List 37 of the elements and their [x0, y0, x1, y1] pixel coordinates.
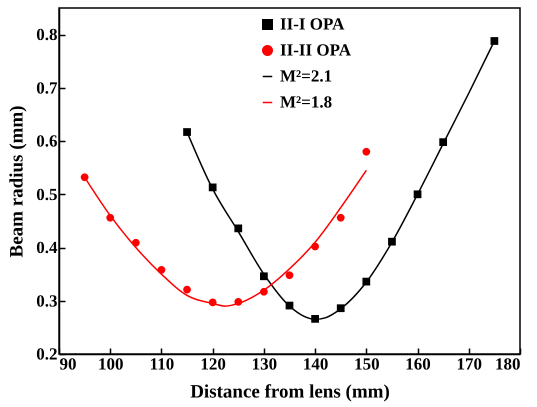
y-tick-label: 0.4 — [36, 238, 58, 258]
point — [80, 173, 88, 182]
legend-label: II-I OPA — [280, 14, 346, 34]
point — [362, 148, 370, 156]
y-tick-label: 0.7 — [36, 78, 58, 98]
x-tick-label: 130 — [252, 354, 278, 374]
point — [132, 238, 140, 247]
x-tick-label: 160 — [405, 354, 431, 374]
point — [208, 298, 217, 306]
y-tick-label: 0.2 — [36, 344, 58, 364]
point — [158, 266, 166, 274]
x-tick-label: 110 — [150, 354, 174, 374]
x-tick-label: 100 — [98, 354, 124, 374]
x-tick-label: 170 — [456, 354, 482, 374]
point — [260, 288, 268, 296]
point — [286, 271, 294, 280]
y-tick-label: 0.6 — [36, 132, 58, 151]
point — [336, 214, 345, 222]
y-tick-label: 0.5 — [36, 184, 58, 204]
point — [106, 214, 114, 222]
point — [183, 286, 191, 294]
x-tick-label: 120 — [200, 354, 226, 374]
x-tick-label: 150 — [354, 354, 380, 374]
point — [183, 128, 191, 136]
legend-label: M²=2.1 — [280, 66, 332, 86]
x-axis-title: Distance from lens (mm) — [190, 382, 390, 402]
x-tick-label: 140 — [302, 354, 328, 374]
y-tick-label: 0.3 — [36, 291, 58, 310]
legend-label: II-II OPA — [280, 40, 352, 60]
y-axis-title: Beam radius (mm) — [6, 106, 28, 258]
y-tick-label: 0.8 — [36, 25, 58, 44]
point — [234, 298, 242, 306]
x-tick-label: 90 — [60, 354, 76, 374]
point — [490, 37, 498, 45]
x-tick-label: 180 — [495, 354, 520, 374]
legend-label: M²=1.8 — [280, 92, 332, 112]
point — [311, 242, 319, 250]
